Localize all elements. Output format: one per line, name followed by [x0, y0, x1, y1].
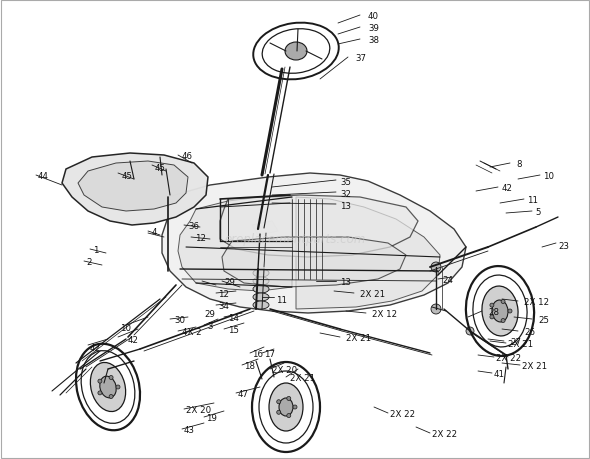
Text: 2X 22: 2X 22	[432, 429, 457, 438]
Text: 2X 21: 2X 21	[346, 333, 371, 342]
Circle shape	[293, 405, 297, 409]
Polygon shape	[222, 237, 406, 287]
Text: 23: 23	[558, 241, 569, 251]
Circle shape	[98, 391, 102, 395]
Circle shape	[277, 400, 281, 404]
Text: 42: 42	[128, 335, 139, 344]
Ellipse shape	[285, 43, 307, 61]
Text: 42: 42	[90, 343, 101, 352]
Text: 14: 14	[228, 313, 239, 322]
Text: 24: 24	[442, 275, 453, 285]
Text: 12: 12	[218, 289, 229, 298]
Text: 2X 21: 2X 21	[290, 373, 315, 382]
Text: 38: 38	[368, 36, 379, 45]
Text: 10: 10	[120, 323, 131, 332]
Text: 41: 41	[494, 369, 505, 378]
Ellipse shape	[492, 300, 508, 322]
Circle shape	[287, 397, 291, 401]
Circle shape	[277, 410, 281, 414]
Text: 2X 22: 2X 22	[390, 409, 415, 418]
Text: 19: 19	[206, 413, 217, 422]
Text: 36: 36	[188, 222, 199, 230]
Text: 15: 15	[228, 325, 239, 334]
Text: 11: 11	[527, 196, 538, 205]
Text: 2X 12: 2X 12	[524, 297, 549, 306]
Text: 43: 43	[184, 425, 195, 434]
Circle shape	[109, 375, 113, 380]
Text: 17: 17	[264, 349, 275, 358]
Text: 34: 34	[218, 302, 229, 310]
Ellipse shape	[253, 293, 269, 302]
Text: 35: 35	[340, 178, 351, 187]
Text: 26: 26	[524, 327, 535, 336]
Text: 2X 21: 2X 21	[522, 361, 547, 370]
Text: 8: 8	[516, 160, 522, 168]
Ellipse shape	[253, 277, 269, 285]
Circle shape	[109, 395, 113, 399]
Text: 2X 22: 2X 22	[496, 353, 521, 362]
Polygon shape	[178, 197, 292, 291]
Text: 10: 10	[543, 172, 554, 180]
Text: 28: 28	[488, 308, 499, 316]
Polygon shape	[62, 154, 208, 225]
Text: 27: 27	[510, 337, 521, 346]
Text: 37: 37	[355, 54, 366, 63]
Text: 2X 20: 2X 20	[186, 405, 211, 414]
Text: 16: 16	[252, 349, 263, 358]
Text: 32: 32	[340, 190, 351, 199]
Text: 29: 29	[204, 309, 215, 318]
Text: 2X 21: 2X 21	[360, 289, 385, 298]
Ellipse shape	[253, 285, 269, 293]
Polygon shape	[78, 162, 188, 212]
Circle shape	[501, 300, 505, 304]
Polygon shape	[220, 196, 418, 257]
Ellipse shape	[90, 363, 126, 412]
Circle shape	[466, 327, 474, 335]
Ellipse shape	[482, 286, 518, 336]
Ellipse shape	[253, 269, 269, 277]
Text: 2X 21: 2X 21	[508, 339, 533, 348]
Text: 44: 44	[38, 172, 49, 180]
Text: 4X 2: 4X 2	[182, 327, 202, 336]
Text: 42: 42	[502, 184, 513, 193]
Circle shape	[490, 315, 494, 319]
Polygon shape	[296, 197, 440, 309]
Circle shape	[508, 309, 512, 313]
Text: 13: 13	[340, 277, 351, 286]
Polygon shape	[252, 222, 278, 235]
Text: 29: 29	[224, 277, 235, 286]
Text: 11: 11	[276, 295, 287, 304]
Circle shape	[98, 379, 102, 383]
Circle shape	[490, 303, 494, 308]
Text: 2X 12: 2X 12	[372, 309, 397, 318]
Circle shape	[431, 304, 441, 314]
Circle shape	[116, 385, 120, 389]
Text: ereplacementparts.com: ereplacementparts.com	[224, 233, 366, 246]
Circle shape	[431, 263, 441, 272]
Text: 46: 46	[182, 151, 193, 161]
Ellipse shape	[100, 376, 116, 398]
Circle shape	[287, 414, 291, 418]
Text: 47: 47	[238, 389, 249, 398]
Ellipse shape	[279, 398, 293, 416]
Text: 5: 5	[535, 207, 540, 217]
Text: 2X 20: 2X 20	[272, 365, 297, 374]
Text: 18: 18	[244, 361, 255, 370]
Text: 13: 13	[340, 202, 351, 211]
Text: 45: 45	[155, 164, 166, 173]
Ellipse shape	[253, 302, 269, 309]
Text: 40: 40	[368, 12, 379, 21]
Text: 39: 39	[368, 24, 379, 33]
Text: 3: 3	[207, 321, 212, 330]
Text: 4: 4	[152, 228, 158, 236]
Polygon shape	[162, 174, 466, 313]
Text: 45: 45	[122, 172, 133, 180]
Text: 30: 30	[174, 315, 185, 325]
Ellipse shape	[269, 383, 303, 431]
Circle shape	[501, 319, 505, 323]
Text: 25: 25	[538, 315, 549, 325]
Text: 1: 1	[93, 246, 99, 254]
Text: 2: 2	[86, 257, 91, 266]
Text: 12: 12	[195, 234, 206, 242]
